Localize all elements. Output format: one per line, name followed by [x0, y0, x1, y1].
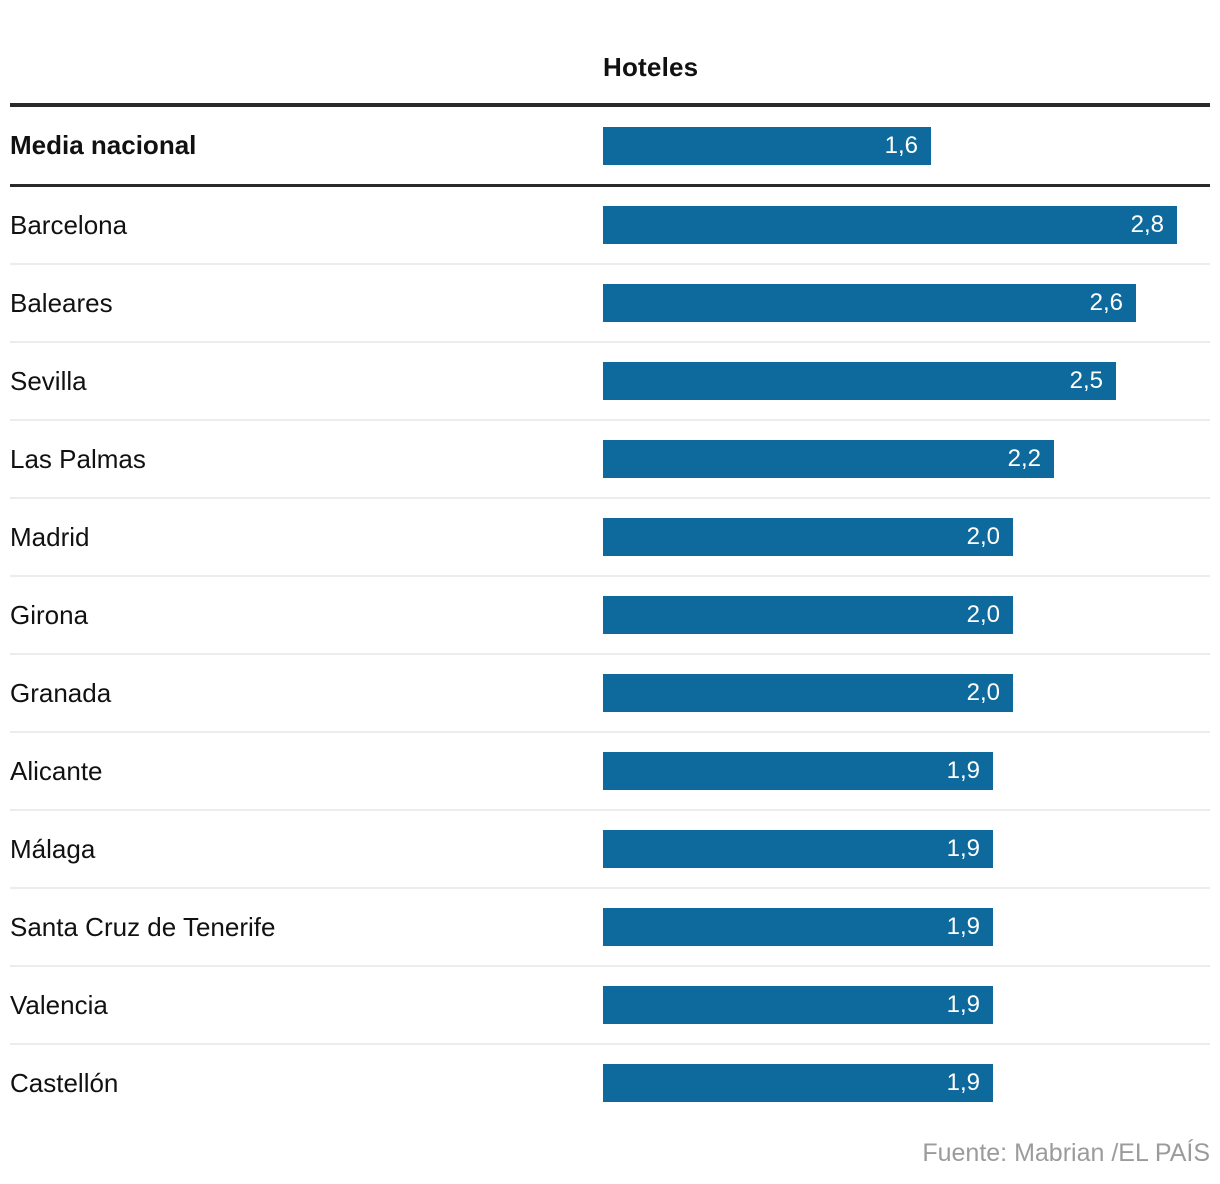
- bar: 1,9: [603, 908, 993, 946]
- source-note: Fuente: Mabrian /EL PAÍS: [922, 1139, 1210, 1167]
- bar-value-label: 2,0: [966, 523, 1000, 550]
- bar-track: 1,9: [603, 830, 1210, 868]
- bar-track: 2,2: [603, 440, 1210, 478]
- bar: 1,9: [603, 752, 993, 790]
- bar: 2,0: [603, 674, 1013, 712]
- table-row: Las Palmas 2,2: [10, 421, 1210, 499]
- table-row: Santa Cruz de Tenerife 1,9: [10, 889, 1210, 967]
- table-row: Granada 2,0: [10, 655, 1210, 733]
- bar-value-label: 2,8: [1130, 211, 1164, 238]
- table-row: Valencia 1,9: [10, 967, 1210, 1045]
- bar-track: 1,9: [603, 908, 1210, 946]
- bar-track: 2,0: [603, 518, 1210, 556]
- table-row: Madrid 2,0: [10, 499, 1210, 577]
- bar-value-label: 1,9: [946, 757, 980, 784]
- row-label: Granada: [10, 677, 112, 708]
- bar-track: 2,5: [603, 362, 1210, 400]
- row-label: Media nacional: [10, 130, 197, 160]
- bar-value-label: 1,9: [946, 991, 980, 1018]
- bar-media-nacional: 1,6: [603, 126, 931, 165]
- bar-track: 2,8: [603, 206, 1210, 244]
- row-label: Sevilla: [10, 365, 87, 396]
- bar-value-label: 2,5: [1069, 367, 1103, 394]
- row-label: Barcelona: [10, 209, 128, 240]
- bar-track: 2,0: [603, 674, 1210, 712]
- table-row: Baleares 2,6: [10, 265, 1210, 343]
- table-row: Sevilla 2,5: [10, 343, 1210, 421]
- row-label: Girona: [10, 599, 89, 630]
- bar-value-label: 2,0: [966, 679, 1000, 706]
- row-label: Santa Cruz de Tenerife: [10, 911, 276, 942]
- chart-title: Hoteles: [603, 52, 699, 82]
- bar-track: 1,9: [603, 752, 1210, 790]
- table-row: Alicante 1,9: [10, 733, 1210, 811]
- bar: 2,8: [603, 206, 1177, 244]
- bar-track: 1,9: [603, 1064, 1210, 1102]
- bar-value-label: 2,6: [1089, 289, 1123, 316]
- bar-track: 2,0: [603, 596, 1210, 634]
- bar-value-label: 2,0: [966, 601, 1000, 628]
- bar-value-label: 2,2: [1007, 445, 1041, 472]
- row-label: Castellón: [10, 1067, 119, 1098]
- table-row: Barcelona 2,8: [10, 187, 1210, 265]
- bar: 1,9: [603, 1064, 993, 1102]
- table-row: Castellón 1,9: [10, 1045, 1210, 1121]
- row-label: Baleares: [10, 287, 113, 318]
- bar-value-label: 1,6: [884, 131, 918, 159]
- bar: 2,5: [603, 362, 1116, 400]
- bar-track: 2,6: [603, 284, 1210, 322]
- national-average-row: Media nacional 1,6: [10, 103, 1210, 187]
- table-row: Málaga 1,9: [10, 811, 1210, 889]
- row-label: Málaga: [10, 833, 96, 864]
- row-label: Alicante: [10, 755, 103, 786]
- bar: 1,9: [603, 986, 993, 1024]
- bar: 2,6: [603, 284, 1136, 322]
- bar-value-label: 1,9: [946, 1069, 980, 1096]
- bar: 2,0: [603, 518, 1013, 556]
- bar-value-label: 1,9: [946, 835, 980, 862]
- bar: 1,9: [603, 830, 993, 868]
- bar: 2,0: [603, 596, 1013, 634]
- row-label: Las Palmas: [10, 443, 146, 474]
- row-label: Madrid: [10, 521, 90, 552]
- row-label: Valencia: [10, 989, 108, 1020]
- table-row: Girona 2,0: [10, 577, 1210, 655]
- bar-track: 1,6: [603, 126, 1210, 165]
- city-rows: Barcelona 2,8 Baleares 2,6 Sevilla 2,5 L…: [10, 187, 1210, 1121]
- chart-header: Hoteles: [0, 0, 1220, 103]
- bar: 2,2: [603, 440, 1054, 478]
- bar-track: 1,9: [603, 986, 1210, 1024]
- bar-value-label: 1,9: [946, 913, 980, 940]
